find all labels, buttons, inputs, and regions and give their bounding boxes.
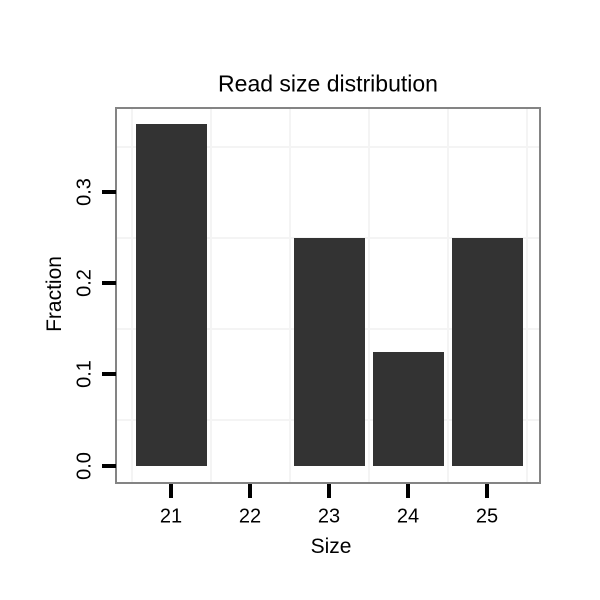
y-tick-label: 0.2 xyxy=(73,269,96,298)
plot-panel xyxy=(115,107,541,484)
x-axis-tick xyxy=(406,484,410,498)
minor-gridline-vertical xyxy=(525,109,528,482)
y-axis-title: Fraction xyxy=(43,256,66,332)
x-tick-label: 21 xyxy=(159,505,183,528)
bar-size-24 xyxy=(372,351,444,466)
minor-gridline-vertical xyxy=(209,109,212,482)
x-axis-tick xyxy=(169,484,173,498)
x-axis-tick xyxy=(485,484,489,498)
minor-gridline-vertical xyxy=(130,109,133,482)
y-axis-tick xyxy=(102,372,116,377)
y-axis-tick xyxy=(102,281,116,286)
chart-title: Read size distribution xyxy=(218,70,438,97)
bar-size-21 xyxy=(135,123,207,466)
x-tick-label: 22 xyxy=(238,505,262,528)
y-tick-label: 0.3 xyxy=(73,178,96,207)
x-tick-label: 25 xyxy=(475,505,499,528)
x-axis-tick xyxy=(327,484,331,498)
bar-size-25 xyxy=(451,237,523,466)
y-tick-label: 0.1 xyxy=(73,360,96,389)
y-axis-tick xyxy=(102,190,116,195)
minor-gridline-horizontal xyxy=(117,145,539,148)
x-axis-tick xyxy=(248,484,252,498)
x-axis-title: Size xyxy=(310,535,352,558)
bar-size-23 xyxy=(293,237,365,466)
minor-gridline-vertical xyxy=(288,109,291,482)
x-tick-label: 23 xyxy=(317,505,341,528)
y-axis-tick xyxy=(102,463,116,468)
minor-gridline-vertical xyxy=(367,109,370,482)
minor-gridline-vertical xyxy=(446,109,449,482)
x-tick-label: 24 xyxy=(396,505,420,528)
y-tick-label: 0.0 xyxy=(73,451,96,480)
